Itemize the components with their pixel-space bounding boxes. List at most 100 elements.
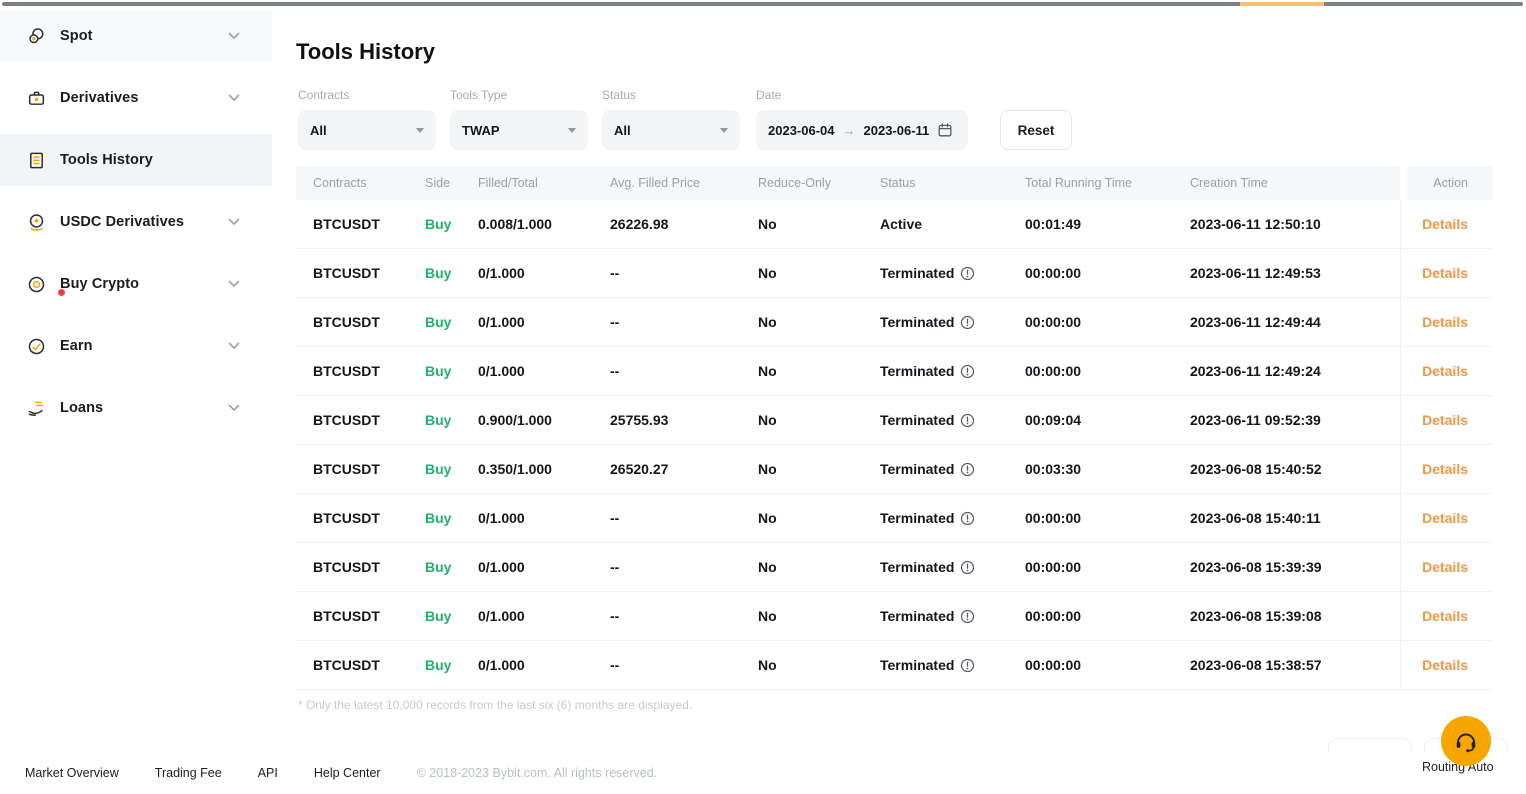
column-header-reduce: Reduce-Only <box>758 176 831 190</box>
cell-side: Buy <box>425 657 452 673</box>
column-header-price: Avg. Filled Price <box>610 176 701 190</box>
caret-down-icon <box>568 127 576 133</box>
info-icon[interactable] <box>960 560 975 575</box>
caret-down-icon <box>720 127 728 133</box>
column-header-side: Side <box>425 176 451 190</box>
sidebar: Spot Derivatives Tools History <box>0 10 272 444</box>
cell-action: Details <box>1400 543 1493 591</box>
chevron-down-icon <box>228 280 240 288</box>
details-link[interactable]: Details <box>1422 559 1468 575</box>
sidebar-item-earn[interactable]: Earn <box>0 320 272 372</box>
sidebar-item-tools-history[interactable]: Tools History <box>0 134 272 186</box>
status-select[interactable]: All <box>602 110 740 150</box>
sidebar-item-buy-crypto[interactable]: Buy Crypto <box>0 258 272 310</box>
cell-contracts: BTCUSDT <box>313 363 380 379</box>
sidebar-item-loans[interactable]: Loans <box>0 382 272 434</box>
column-header-contracts: Contracts <box>313 176 367 190</box>
cell-total-running-time: 00:00:00 <box>1025 363 1082 379</box>
cell-reduce-only: No <box>758 657 777 673</box>
window-top-edge <box>2 2 1523 6</box>
cell-side: Buy <box>425 461 452 477</box>
sidebar-item-derivatives[interactable]: Derivatives <box>0 72 272 124</box>
cell-reduce-only: No <box>758 510 777 526</box>
details-link[interactable]: Details <box>1422 314 1468 330</box>
support-chat-button[interactable] <box>1441 716 1491 766</box>
info-icon[interactable] <box>960 266 975 281</box>
cell-total-running-time: 00:00:00 <box>1025 559 1082 575</box>
cell-total-running-time: 00:09:04 <box>1025 412 1082 428</box>
calendar-icon <box>938 123 952 137</box>
cell-contracts: BTCUSDT <box>313 559 380 575</box>
details-link[interactable]: Details <box>1422 412 1468 428</box>
cell-side: Buy <box>425 412 452 428</box>
reset-button[interactable]: Reset <box>1000 110 1072 150</box>
info-icon[interactable] <box>960 609 975 624</box>
chevron-down-icon <box>228 32 240 40</box>
info-icon[interactable] <box>960 413 975 428</box>
cell-side: Buy <box>425 363 452 379</box>
cell-contracts: BTCUSDT <box>313 216 380 232</box>
table-row: BTCUSDT Buy 0/1.000 -- No Terminated 00:… <box>296 298 1493 347</box>
date-filter-label: Date <box>756 88 782 102</box>
cell-status: Terminated <box>880 657 1025 673</box>
details-link[interactable]: Details <box>1422 608 1468 624</box>
column-header-created: Creation Time <box>1190 176 1268 190</box>
cell-avg-filled-price: 26226.98 <box>610 216 669 232</box>
sidebar-item-label: Earn <box>60 338 93 354</box>
cell-filled-total: 0.350/1.000 <box>478 461 552 477</box>
footer-link-market-overview[interactable]: Market Overview <box>25 766 119 780</box>
cell-side: Buy <box>425 559 452 575</box>
cell-contracts: BTCUSDT <box>313 412 380 428</box>
details-link[interactable]: Details <box>1422 363 1468 379</box>
cell-filled-total: 0.900/1.000 <box>478 412 552 428</box>
sidebar-item-label: Buy Crypto <box>60 276 140 292</box>
cell-creation-time: 2023-06-08 15:40:11 <box>1190 510 1321 526</box>
cell-contracts: BTCUSDT <box>313 314 380 330</box>
details-link[interactable]: Details <box>1422 657 1468 673</box>
cell-avg-filled-price: -- <box>610 265 620 281</box>
cell-side: Buy <box>425 608 452 624</box>
page-title: Tools History <box>296 38 435 64</box>
table-row: BTCUSDT Buy 0/1.000 -- No Terminated 00:… <box>296 494 1493 543</box>
info-icon[interactable] <box>960 511 975 526</box>
details-link[interactable]: Details <box>1422 461 1468 477</box>
info-icon[interactable] <box>960 462 975 477</box>
footer-link-api[interactable]: API <box>257 766 278 780</box>
footer-link-trading-fee[interactable]: Trading Fee <box>154 766 222 780</box>
info-icon[interactable] <box>960 364 975 379</box>
sidebar-item-label: Loans <box>60 400 104 416</box>
cell-filled-total: 0/1.000 <box>478 510 525 526</box>
cell-status: Terminated <box>880 510 1025 526</box>
date-range-picker[interactable]: 2023-06-04 → 2023-06-11 <box>756 110 968 150</box>
cell-reduce-only: No <box>758 314 777 330</box>
info-icon[interactable] <box>960 315 975 330</box>
cell-total-running-time: 00:00:00 <box>1025 510 1082 526</box>
cell-creation-time: 2023-06-11 12:49:24 <box>1190 363 1321 379</box>
cell-status: Terminated <box>880 363 1025 379</box>
sidebar-item-usdc-derivatives[interactable]: USDC Derivatives <box>0 196 272 248</box>
cell-avg-filled-price: 25755.93 <box>610 412 669 428</box>
table-row: BTCUSDT Buy 0/1.000 -- No Terminated 00:… <box>296 641 1493 690</box>
usdc-derivatives-icon <box>25 211 47 233</box>
cell-contracts: BTCUSDT <box>313 265 380 281</box>
details-link[interactable]: Details <box>1422 216 1468 232</box>
info-icon[interactable] <box>960 658 975 673</box>
sidebar-item-label: Derivatives <box>60 90 139 106</box>
column-header-action: Action <box>1400 166 1493 200</box>
contracts-select[interactable]: All <box>298 110 436 150</box>
table-header: Contracts Side Filled/Total Avg. Filled Pri… <box>296 166 1493 200</box>
notification-dot <box>58 289 65 296</box>
tools-type-select[interactable]: TWAP <box>450 110 588 150</box>
cell-action: Details <box>1400 494 1493 542</box>
details-link[interactable]: Details <box>1422 510 1468 526</box>
window-top-accent <box>1240 2 1324 6</box>
cell-side: Buy <box>425 510 452 526</box>
details-link[interactable]: Details <box>1422 265 1468 281</box>
cell-contracts: BTCUSDT <box>313 461 380 477</box>
derivatives-icon <box>25 87 47 109</box>
cell-side: Buy <box>425 314 452 330</box>
footer-link-help-center[interactable]: Help Center <box>313 766 381 780</box>
column-header-status: Status <box>880 176 916 190</box>
sidebar-item-spot[interactable]: Spot <box>0 10 272 62</box>
